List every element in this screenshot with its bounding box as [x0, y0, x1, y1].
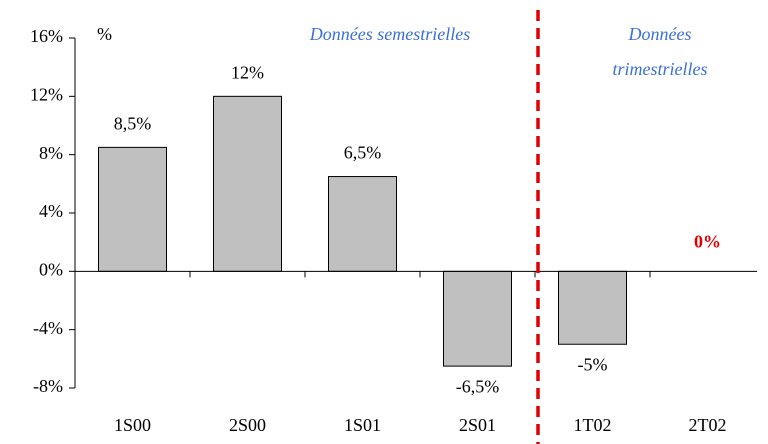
y-tick-label: -8% — [33, 376, 63, 396]
y-tick-label: 16% — [30, 26, 63, 46]
x-tick-label: 1S00 — [114, 415, 151, 435]
annotation: Données — [628, 24, 692, 44]
annotation: Données semestrielles — [309, 24, 470, 44]
y-tick-label: 4% — [39, 201, 63, 221]
value-label: -5% — [578, 354, 608, 374]
x-tick-label: 2T02 — [689, 415, 727, 435]
value-label: 6,5% — [344, 143, 382, 163]
bar — [98, 146, 167, 272]
value-label: 12% — [231, 62, 264, 82]
y-tick-label: -4% — [33, 318, 63, 338]
bar — [443, 270, 512, 367]
annotation: trimestrielles — [613, 59, 708, 79]
y-tick-label: 12% — [30, 84, 63, 104]
x-tick-label: 2S00 — [229, 415, 266, 435]
value-label: 8,5% — [114, 114, 152, 134]
bar — [328, 176, 397, 272]
y-tick-label: 0% — [39, 259, 63, 279]
x-tick-label: 1S01 — [344, 415, 381, 435]
x-tick-label: 1T02 — [574, 415, 612, 435]
y-tick-label: 8% — [39, 143, 63, 163]
x-tick-label: 2S01 — [459, 415, 496, 435]
value-label: -6,5% — [456, 376, 500, 396]
unit-label: % — [97, 24, 112, 44]
bar — [213, 95, 282, 272]
value-label: 0% — [694, 231, 721, 251]
bar — [558, 270, 627, 345]
